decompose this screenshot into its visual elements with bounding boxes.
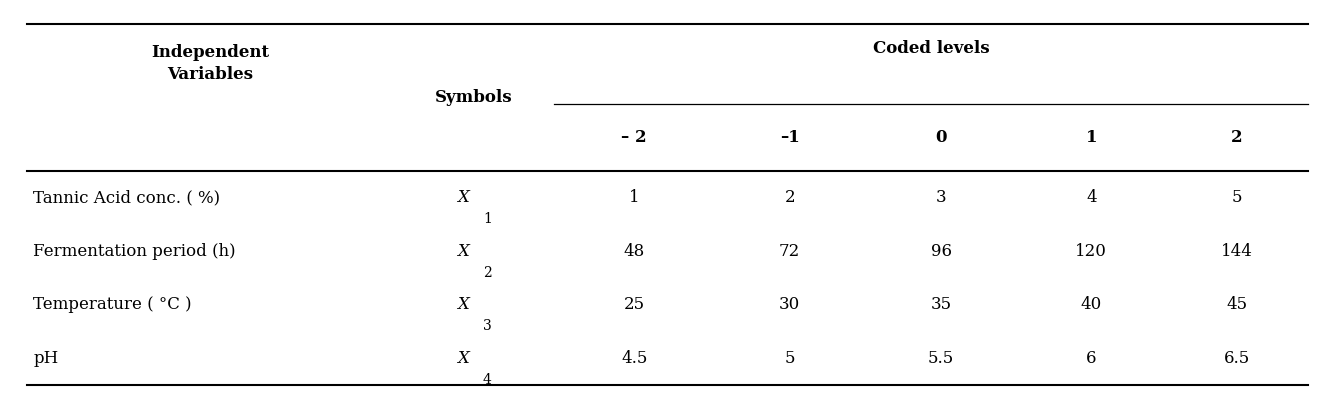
Text: 144: 144 bbox=[1222, 243, 1252, 260]
Text: –1: –1 bbox=[780, 129, 800, 146]
Text: Coded levels: Coded levels bbox=[873, 40, 989, 57]
Text: 2: 2 bbox=[1231, 129, 1243, 146]
Text: 5: 5 bbox=[1232, 189, 1242, 206]
Text: 4.5: 4.5 bbox=[621, 350, 647, 367]
Text: 35: 35 bbox=[930, 296, 952, 313]
Text: 30: 30 bbox=[780, 296, 800, 313]
Text: Temperature ( °C ): Temperature ( °C ) bbox=[33, 296, 192, 313]
Text: 120: 120 bbox=[1076, 243, 1107, 260]
Text: 25: 25 bbox=[623, 296, 645, 313]
Text: 4: 4 bbox=[1087, 189, 1096, 206]
Text: X: X bbox=[458, 243, 469, 260]
Text: 45: 45 bbox=[1227, 296, 1247, 313]
Text: 2: 2 bbox=[483, 266, 491, 280]
Text: 1: 1 bbox=[483, 212, 491, 226]
Text: pH: pH bbox=[33, 350, 59, 367]
Text: Fermentation period (h): Fermentation period (h) bbox=[33, 243, 236, 260]
Text: X: X bbox=[458, 296, 469, 313]
Text: Tannic Acid conc. ( %): Tannic Acid conc. ( %) bbox=[33, 189, 220, 206]
Text: 1: 1 bbox=[629, 189, 639, 206]
Text: 0: 0 bbox=[936, 129, 947, 146]
Text: 1: 1 bbox=[1085, 129, 1097, 146]
Text: X: X bbox=[458, 350, 469, 367]
Text: 4: 4 bbox=[483, 373, 491, 387]
Text: 6.5: 6.5 bbox=[1224, 350, 1250, 367]
Text: 48: 48 bbox=[623, 243, 645, 260]
Text: 5: 5 bbox=[785, 350, 794, 367]
Text: 40: 40 bbox=[1081, 296, 1101, 313]
Text: 3: 3 bbox=[936, 189, 947, 206]
Text: Symbols: Symbols bbox=[435, 89, 513, 106]
Text: 5.5: 5.5 bbox=[928, 350, 955, 367]
Text: 2: 2 bbox=[785, 189, 794, 206]
Text: 96: 96 bbox=[930, 243, 952, 260]
Text: – 2: – 2 bbox=[621, 129, 647, 146]
Text: Independent
Variables: Independent Variables bbox=[151, 44, 270, 83]
Text: X: X bbox=[458, 189, 469, 206]
Text: 72: 72 bbox=[780, 243, 800, 260]
Text: 3: 3 bbox=[483, 320, 491, 333]
Text: 6: 6 bbox=[1087, 350, 1096, 367]
